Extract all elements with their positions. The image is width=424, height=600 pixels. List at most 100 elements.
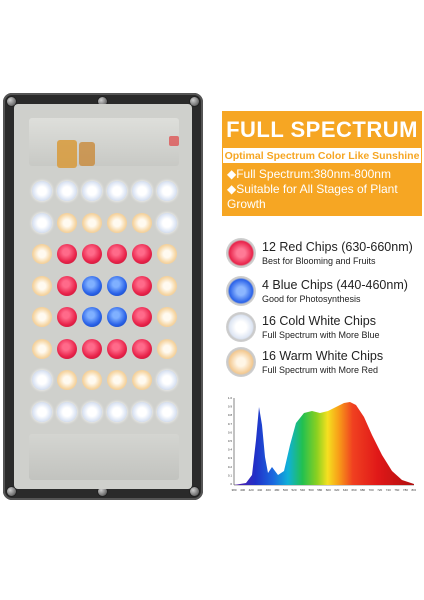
- red-led: [107, 338, 127, 359]
- red-led: [132, 275, 152, 296]
- x-tick-label: 400: [240, 488, 245, 492]
- chip-desc: Best for Blooming and Fruits: [262, 256, 376, 266]
- feature-spectrum: ◆Full Spectrum:380nm-800nm: [227, 167, 391, 181]
- screw-icon: [98, 97, 107, 106]
- warm-led: [107, 212, 127, 233]
- spectrum-curve: [234, 402, 414, 485]
- y-tick-label: 0.7: [228, 422, 233, 426]
- warm-led: [57, 370, 77, 390]
- chip-title: 16 Warm White Chips: [262, 349, 384, 363]
- x-tick-label: 420: [249, 488, 254, 492]
- warm-led: [82, 370, 102, 390]
- y-tick-label: 0.6: [228, 430, 233, 434]
- red-led: [132, 307, 152, 327]
- x-tick-label: 440: [257, 488, 262, 492]
- screw-icon: [7, 487, 16, 496]
- x-tick-label: 680: [360, 488, 365, 492]
- warm-led: [132, 370, 152, 390]
- title-banner: FULL SPECTRUM: [222, 111, 422, 147]
- y-tick-labels: 1.0 0.9 0.8 0.7 0.6 0.5 0.4 0.3 0.2 0.1 0: [228, 396, 233, 486]
- screw-icon: [7, 97, 16, 106]
- chip-title: 16 Cold White Chips: [262, 314, 376, 328]
- cold-led: [57, 401, 77, 422]
- y-tick-label: 0.3: [228, 456, 233, 460]
- cold-led: [132, 401, 152, 422]
- chip-title: 12 Red Chips (630-660nm): [262, 240, 413, 254]
- red-led-icon: [226, 238, 256, 268]
- warm-led: [32, 244, 52, 264]
- x-tick-label: 560: [309, 488, 314, 492]
- features-box: ◆Full Spectrum:380nm-800nm ◆Suitable for…: [222, 164, 422, 216]
- x-tick-label: 740: [386, 488, 391, 492]
- warm-white-led-icon: [226, 347, 256, 377]
- cold-led: [107, 181, 127, 201]
- cold-led: [157, 212, 177, 233]
- warm-led: [157, 275, 177, 296]
- blue-led-icon: [226, 276, 256, 306]
- x-tick-label: 620: [334, 488, 339, 492]
- red-led: [132, 244, 152, 264]
- x-tick-label: 540: [300, 488, 305, 492]
- x-tick-label: 700: [369, 488, 374, 492]
- y-tick-label: 1.0: [228, 396, 233, 400]
- warm-led: [157, 307, 177, 327]
- red-led: [82, 338, 102, 359]
- cold-led: [57, 181, 77, 201]
- y-tick-label: 0.2: [228, 465, 233, 469]
- chip-title: 4 Blue Chips (440-460nm): [262, 278, 408, 292]
- y-tick-label: 0.9: [228, 405, 233, 409]
- warm-led: [82, 212, 102, 233]
- cold-led: [32, 181, 52, 201]
- warm-led: [32, 307, 52, 327]
- subtitle-banner: Optimal Spectrum Color Like Sunshine: [222, 147, 422, 164]
- cold-led: [157, 181, 177, 201]
- x-tick-label: 380: [231, 488, 236, 492]
- blue-led: [82, 307, 102, 327]
- cold-led: [107, 401, 127, 422]
- screw-icon: [190, 487, 199, 496]
- driver-cover: [29, 118, 179, 168]
- x-tick-label: 720: [377, 488, 382, 492]
- spectrum-graph: 1.0 0.9 0.8 0.7 0.6 0.5 0.4 0.3 0.2 0.1 0 380 400 42…: [226, 395, 416, 493]
- red-led: [132, 338, 152, 359]
- y-tick-label: 0.8: [228, 413, 233, 417]
- warm-led: [157, 244, 177, 264]
- x-tick-label: 660: [351, 488, 356, 492]
- x-tick-label: 520: [291, 488, 296, 492]
- red-led: [82, 244, 102, 264]
- blue-led: [82, 275, 102, 296]
- x-tick-label: 480: [274, 488, 279, 492]
- screw-icon: [190, 97, 199, 106]
- driver-cover-bottom: [29, 434, 179, 480]
- screw-icon: [98, 487, 107, 496]
- cold-white-led-icon: [226, 312, 256, 342]
- x-tick-label: 800: [411, 488, 416, 492]
- warm-led: [157, 338, 177, 359]
- chip-desc: Full Spectrum with More Red: [262, 365, 379, 375]
- cold-led: [82, 401, 102, 422]
- warm-led: [107, 370, 127, 390]
- cold-led: [157, 401, 177, 422]
- cold-led: [32, 370, 52, 390]
- warm-led: [32, 338, 52, 359]
- red-led: [57, 338, 77, 359]
- feature-stages: ◆Suitable for All Stages of Plant Growth: [227, 182, 398, 211]
- y-tick-label: 0.5: [228, 439, 233, 443]
- red-led: [57, 244, 77, 264]
- page-title: FULL SPECTRUM: [226, 117, 418, 142]
- blue-led: [107, 307, 127, 327]
- x-tick-label: 760: [394, 488, 399, 492]
- y-tick-label: 0.4: [228, 448, 233, 452]
- x-tick-label: 580: [317, 488, 322, 492]
- red-led: [57, 275, 77, 296]
- led-board: [14, 104, 192, 489]
- x-tick-label: 500: [283, 488, 288, 492]
- x-tick-label: 640: [343, 488, 348, 492]
- x-tick-label: 780: [403, 488, 408, 492]
- warm-led: [32, 275, 52, 296]
- x-tick-labels: 380 400 420 440 460 480 500 520 540 560 580 600 620 6…: [231, 488, 416, 492]
- red-led: [107, 244, 127, 264]
- red-led: [57, 307, 77, 327]
- chip-desc: Good for Photosynthesis: [262, 294, 361, 304]
- y-tick-label: 0.1: [228, 473, 233, 477]
